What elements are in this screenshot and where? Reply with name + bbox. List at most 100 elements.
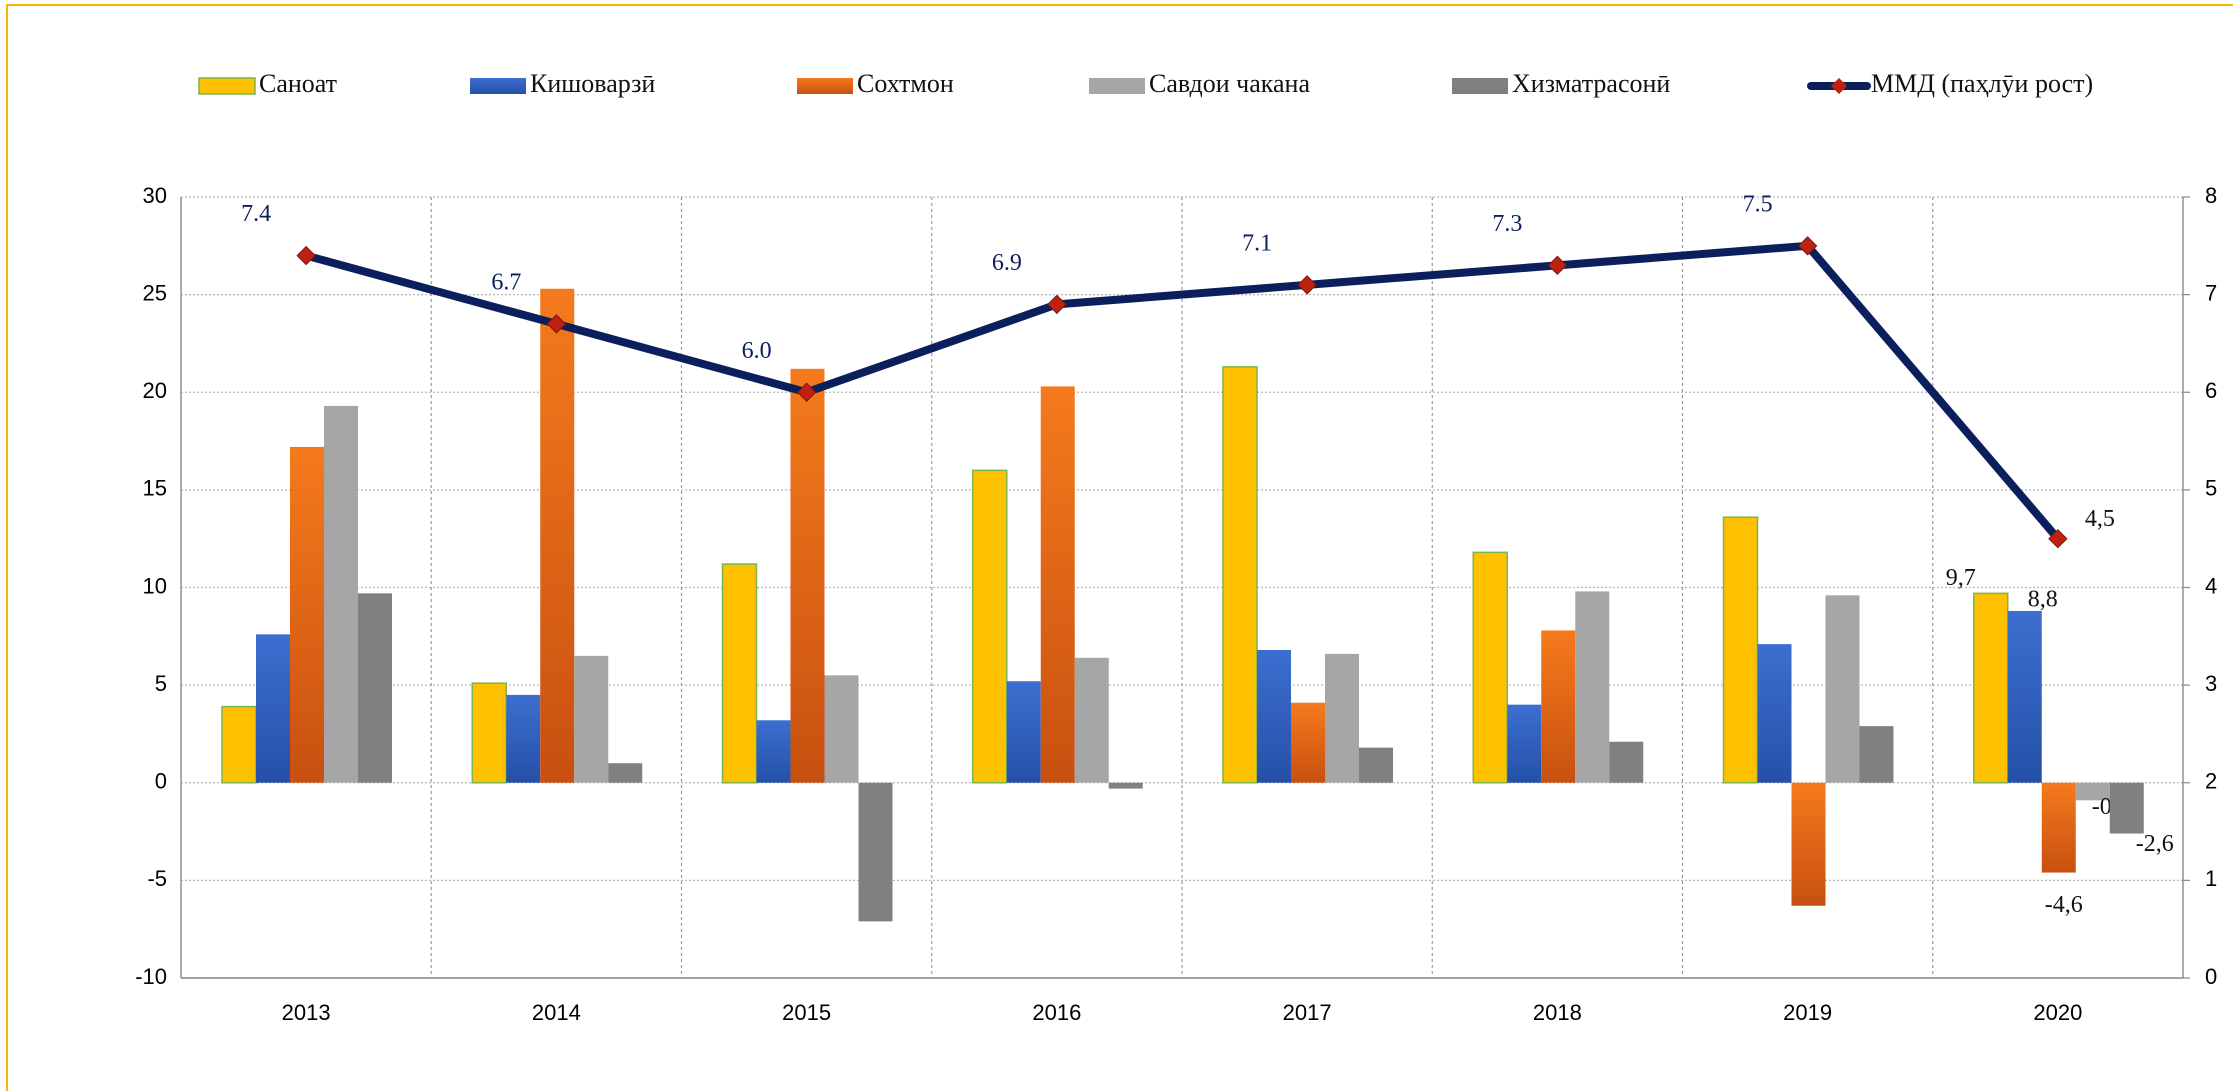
legend-label: Хизматрасонӣ	[1512, 69, 1670, 98]
y2-tick-label: 8	[2205, 183, 2217, 208]
line-marker	[796, 382, 817, 402]
bar	[2109, 782, 2144, 834]
y2-tick-label: 0	[2205, 964, 2217, 989]
bar	[358, 593, 392, 783]
bar	[290, 446, 324, 783]
legend-swatch	[1089, 78, 1145, 94]
bar	[1291, 702, 1325, 783]
bar	[1006, 681, 1041, 783]
legend-swatch	[1452, 78, 1508, 94]
line-marker	[1797, 236, 1818, 256]
legend-marker	[1831, 78, 1847, 94]
bar	[721, 563, 758, 784]
bar	[1825, 595, 1860, 783]
bar	[1257, 649, 1291, 783]
x-tick-label: 2017	[1283, 1000, 1332, 1025]
bar	[1507, 704, 1542, 783]
bar	[1074, 657, 1109, 783]
y2-tick-label: 7	[2205, 280, 2217, 305]
bar	[256, 634, 290, 783]
bar	[1575, 591, 1610, 783]
bar	[2007, 610, 2042, 783]
bar	[471, 682, 507, 784]
data-label: -4,6	[2045, 892, 2083, 918]
bar	[2075, 782, 2110, 801]
line-marker	[546, 314, 567, 334]
x-tick-label: 2013	[282, 1000, 331, 1025]
x-tick-label: 2016	[1032, 1000, 1081, 1025]
x-tick-label: 2020	[2033, 1000, 2082, 1025]
legend-label: Кишоварзӣ	[530, 69, 655, 98]
bar	[756, 720, 791, 783]
bar	[2041, 782, 2076, 873]
legend-swatch	[470, 78, 526, 94]
line-marker	[2048, 528, 2068, 549]
y-tick-label: 25	[143, 280, 167, 305]
bar	[506, 694, 541, 783]
bar	[1859, 726, 1894, 783]
bar	[1472, 551, 1508, 784]
bar	[574, 655, 609, 783]
legend-label: Сохтмон	[857, 69, 954, 98]
y2-tick-label: 1	[2205, 866, 2217, 891]
y-tick-label: 30	[143, 183, 167, 208]
bar	[1722, 516, 1759, 784]
y-tick-label: -5	[147, 866, 167, 891]
line-marker	[296, 245, 316, 266]
y-tick-label: 0	[155, 769, 167, 794]
data-label: 7.5	[1743, 191, 1773, 217]
y2-tick-label: 4	[2205, 573, 2217, 598]
x-tick-label: 2015	[782, 1000, 831, 1025]
line-marker	[1047, 294, 1067, 315]
bar	[1222, 366, 1258, 784]
bar	[1359, 747, 1393, 783]
bar	[972, 469, 1008, 784]
x-tick-label: 2018	[1533, 1000, 1582, 1025]
legend-label: Савдои чакана	[1149, 69, 1310, 98]
legend-swatch	[797, 78, 853, 94]
y-tick-label: 20	[143, 378, 167, 403]
y-tick-label: -10	[135, 964, 167, 989]
data-label: 6.0	[742, 338, 772, 364]
y2-tick-label: 5	[2205, 476, 2217, 501]
y-tick-label: 15	[143, 476, 167, 501]
legend-label: ММД (паҳлӯи рост)	[1871, 69, 2093, 98]
y-tick-label: 10	[143, 573, 167, 598]
bar	[1325, 653, 1359, 783]
bar	[1609, 741, 1644, 783]
frame	[6, 4, 2233, 1091]
data-label: 6.9	[992, 250, 1022, 276]
bar	[790, 368, 825, 783]
bar	[221, 705, 257, 784]
bar	[608, 763, 643, 783]
bar	[858, 782, 893, 922]
y2-tick-label: 2	[2205, 769, 2217, 794]
bar	[1757, 644, 1792, 783]
bar	[1791, 782, 1826, 906]
data-label: 7.1	[1242, 230, 1272, 256]
y2-tick-label: 6	[2205, 378, 2217, 403]
line-marker	[1297, 275, 1317, 295]
x-tick-label: 2019	[1783, 1000, 1832, 1025]
data-label: 9,7	[1946, 565, 1976, 591]
bar	[824, 675, 859, 783]
bar	[1108, 782, 1143, 789]
y2-tick-label: 3	[2205, 671, 2217, 696]
x-tick-label: 2014	[532, 1000, 581, 1025]
bar	[1040, 386, 1075, 783]
data-label: 4,5	[2085, 506, 2115, 532]
bar	[540, 288, 575, 783]
data-label: 8,8	[2028, 586, 2058, 612]
bar	[1973, 592, 2009, 784]
data-label: 6.7	[491, 269, 521, 295]
legend-swatch	[198, 77, 256, 95]
y-tick-label: 5	[155, 671, 167, 696]
line	[305, 241, 2061, 542]
legend-label: Саноат	[259, 69, 337, 98]
bar	[1541, 630, 1576, 783]
bar	[324, 405, 358, 783]
data-label: -2,6	[2136, 831, 2174, 857]
data-label: 7.4	[241, 201, 271, 227]
line-marker	[1547, 255, 1568, 276]
